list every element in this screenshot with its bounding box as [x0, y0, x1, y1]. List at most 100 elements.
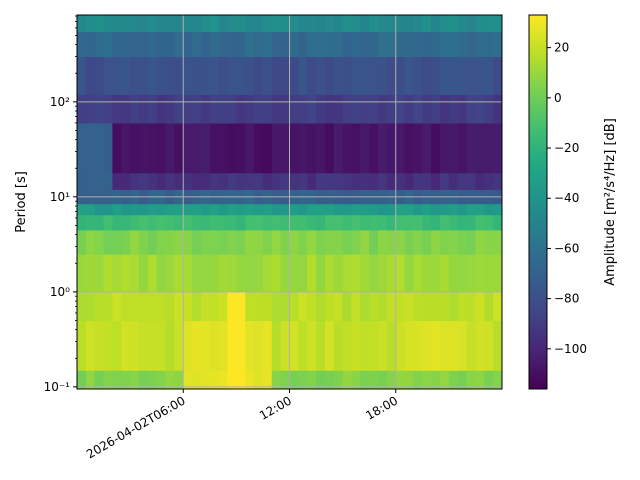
heatmap-cell: [262, 254, 273, 293]
heatmap-cell: [457, 94, 468, 124]
heatmap-cell: [156, 254, 167, 293]
heatmap-cell: [351, 56, 361, 95]
heatmap-cell: [484, 203, 494, 216]
heatmap-cell: [475, 214, 485, 231]
heatmap-cell: [378, 56, 388, 95]
heatmap-cell: [147, 320, 158, 371]
heatmap-cell: [440, 370, 450, 389]
heatmap-cell: [103, 229, 114, 255]
heatmap-cell: [422, 31, 432, 58]
heatmap-cell: [227, 229, 237, 255]
x-tick-label: 12:00: [257, 393, 294, 422]
heatmap-cell: [245, 94, 255, 124]
heatmap-cell: [121, 31, 131, 58]
heatmap-cell: [174, 370, 184, 389]
heatmap-cell: [236, 56, 246, 95]
heatmap-cell: [147, 94, 158, 124]
heatmap-cell: [227, 370, 237, 389]
heatmap-cell: [165, 203, 175, 216]
heatmap-cell: [484, 229, 494, 255]
heatmap-cell: [378, 172, 388, 190]
heatmap-cell: [333, 56, 344, 95]
heatmap-cell: [386, 56, 397, 95]
heatmap-cell: [183, 320, 193, 371]
heatmap-cell: [404, 31, 415, 58]
y-tick-label: 10¹: [50, 190, 70, 204]
heatmap-cell: [209, 214, 220, 231]
heatmap-cell: [280, 229, 291, 255]
heatmap-cell: [165, 172, 175, 190]
heatmap-cell: [404, 56, 415, 95]
heatmap-cell: [183, 370, 193, 389]
heatmap-cell: [457, 214, 468, 231]
heatmap-cell: [147, 203, 158, 216]
heatmap-cell: [245, 254, 255, 293]
heatmap-cell: [112, 56, 122, 95]
heatmap-cell: [103, 370, 114, 389]
heatmap-cell: [280, 291, 291, 322]
heatmap-cell: [333, 320, 344, 371]
heatmap-cell: [360, 122, 370, 174]
heatmap-cell: [236, 203, 246, 216]
heatmap-cell: [493, 214, 502, 231]
heatmap-cell: [138, 94, 149, 124]
heatmap-cell: [342, 229, 353, 255]
heatmap-cell: [156, 31, 167, 58]
heatmap-cell: [422, 15, 432, 33]
heatmap-cell: [200, 254, 211, 293]
heatmap-cell: [103, 15, 114, 33]
heatmap-cell: [94, 31, 105, 58]
heatmap-cell: [351, 31, 361, 58]
heatmap-cell: [94, 370, 105, 389]
heatmap-cell: [351, 254, 361, 293]
heatmap-cell: [227, 320, 237, 371]
heatmap-cell: [147, 56, 158, 95]
heatmap-cell: [484, 122, 494, 174]
heatmap-cell: [378, 254, 388, 293]
heatmap-cell: [484, 56, 494, 95]
heatmap-cell: [440, 254, 450, 293]
heatmap-cell: [112, 214, 122, 231]
heatmap-cell: [378, 291, 388, 322]
heatmap-cell: [395, 31, 406, 58]
heatmap-cell: [94, 56, 105, 95]
heatmap-cell: [192, 254, 202, 293]
heatmap-cell: [395, 291, 406, 322]
heatmap-cell: [112, 172, 122, 190]
heatmap-cell: [307, 291, 317, 322]
heatmap-cell: [360, 203, 370, 216]
grid-lines: [77, 15, 502, 389]
heatmap-cell: [289, 370, 299, 389]
heatmap-cell: [316, 291, 326, 322]
heatmap-cell: [369, 254, 379, 293]
heatmap-cell: [342, 94, 353, 124]
heatmap-cell: [165, 254, 175, 293]
heatmap-cell: [77, 254, 87, 293]
heatmap-cell: [289, 15, 299, 33]
heatmap-cell: [227, 214, 237, 231]
heatmap-cell: [395, 254, 406, 293]
heatmap-cell: [262, 203, 273, 216]
heatmap-cell: [431, 370, 441, 389]
heatmap-cell: [94, 291, 105, 322]
heatmap-cell: [289, 31, 299, 58]
heatmap-cell: [457, 56, 468, 95]
heatmap-cell: [307, 254, 317, 293]
heatmap-cell: [156, 203, 167, 216]
heatmap-cell: [174, 254, 184, 293]
heatmap-cell: [209, 320, 220, 371]
heatmap-cell: [165, 15, 175, 33]
heatmap-cell: [289, 214, 299, 231]
heatmap-cell: [209, 254, 220, 293]
heatmap-cell: [254, 122, 264, 174]
heatmap-cell: [378, 31, 388, 58]
heatmap-cell: [484, 254, 494, 293]
heatmap-cell: [395, 94, 406, 124]
heatmap-cell: [280, 31, 291, 58]
heatmap-cell: [360, 291, 370, 322]
heatmap-cell: [378, 15, 388, 33]
heatmap-cell: [386, 15, 397, 33]
heatmap-cell: [378, 229, 388, 255]
heatmap-cell: [466, 214, 477, 231]
heatmap-cell: [209, 94, 220, 124]
